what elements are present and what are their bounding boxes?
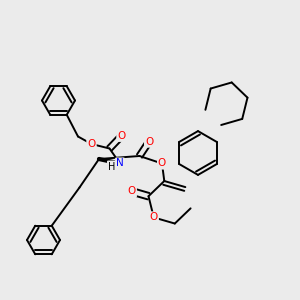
Text: O: O [158,158,166,169]
Text: O: O [128,186,136,197]
Text: O: O [117,131,126,141]
Text: O: O [117,131,126,141]
Text: O: O [128,186,136,197]
Text: N: N [116,158,124,169]
Text: O: O [150,212,158,223]
Text: O: O [87,139,96,149]
Text: O: O [145,136,153,147]
Text: N: N [116,158,124,169]
Text: O: O [158,158,166,169]
Text: H: H [108,161,115,172]
Text: O: O [150,212,158,223]
Text: H: H [108,161,115,172]
Text: O: O [145,136,153,147]
Text: O: O [87,139,96,149]
